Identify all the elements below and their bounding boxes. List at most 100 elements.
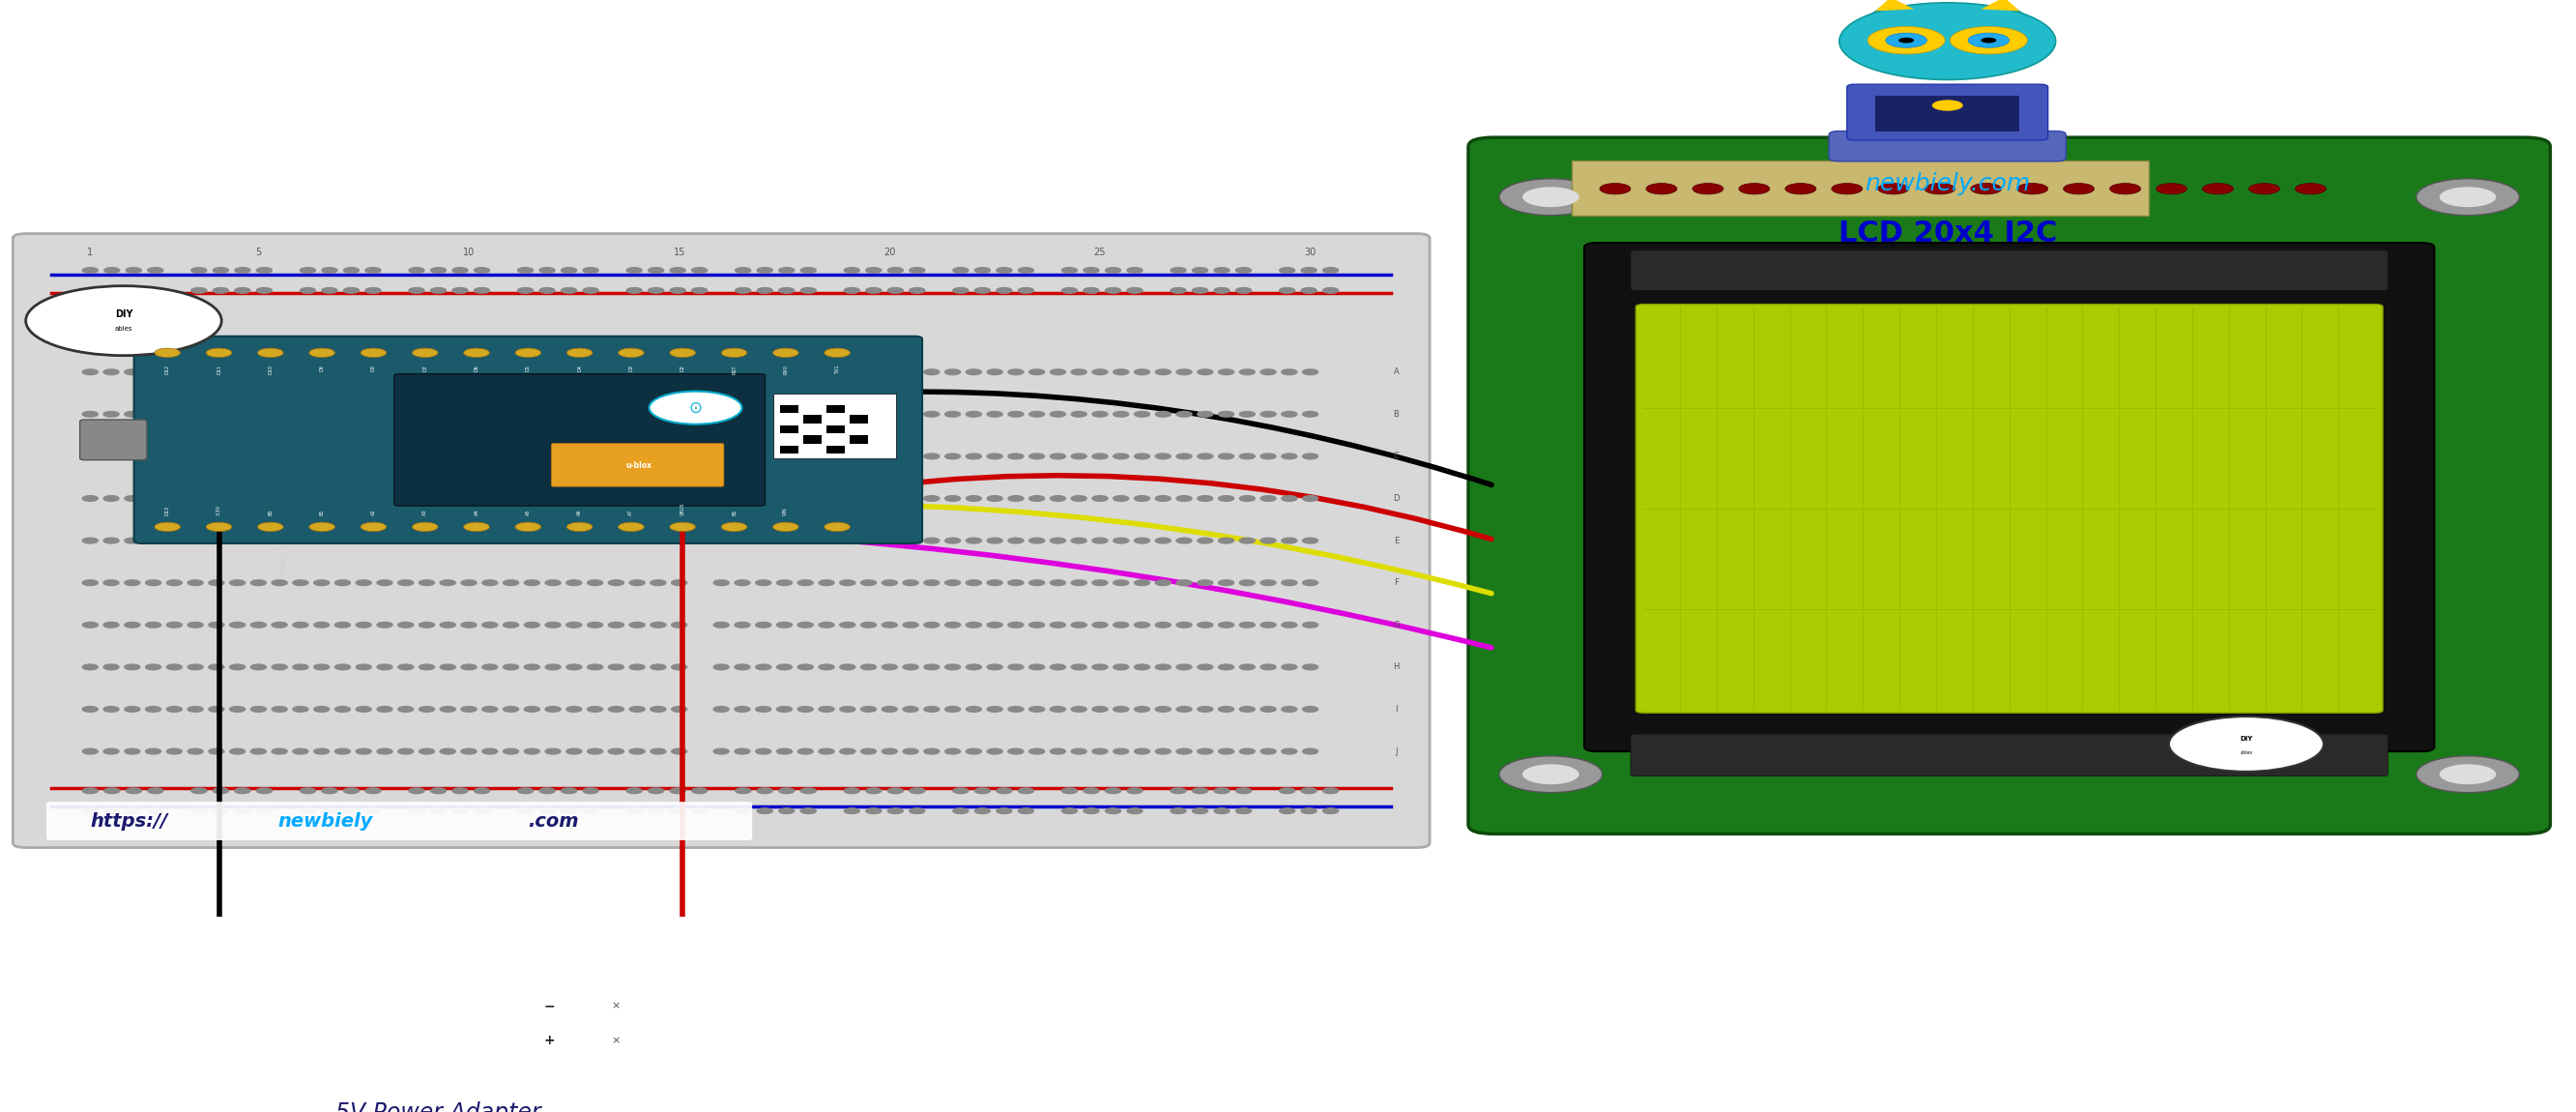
Circle shape bbox=[819, 748, 835, 754]
Circle shape bbox=[987, 748, 1002, 754]
Circle shape bbox=[587, 369, 603, 375]
Circle shape bbox=[299, 288, 314, 294]
Circle shape bbox=[1018, 288, 1033, 294]
Circle shape bbox=[1886, 33, 1927, 48]
Circle shape bbox=[124, 496, 139, 502]
Circle shape bbox=[587, 454, 603, 459]
Circle shape bbox=[799, 411, 814, 417]
Circle shape bbox=[376, 496, 392, 502]
Circle shape bbox=[608, 538, 623, 544]
Circle shape bbox=[2439, 187, 2496, 207]
Circle shape bbox=[343, 788, 358, 794]
Circle shape bbox=[1950, 27, 2027, 54]
Circle shape bbox=[270, 496, 286, 502]
Circle shape bbox=[355, 411, 371, 417]
Circle shape bbox=[649, 411, 665, 417]
Circle shape bbox=[1113, 496, 1128, 502]
Circle shape bbox=[778, 496, 793, 502]
Circle shape bbox=[860, 664, 876, 669]
Circle shape bbox=[229, 454, 245, 459]
Circle shape bbox=[1832, 183, 1862, 195]
Circle shape bbox=[335, 664, 350, 669]
Circle shape bbox=[502, 454, 518, 459]
Circle shape bbox=[188, 369, 204, 375]
Circle shape bbox=[440, 538, 456, 544]
Circle shape bbox=[144, 706, 162, 712]
Circle shape bbox=[167, 748, 183, 754]
Circle shape bbox=[1170, 808, 1185, 814]
Circle shape bbox=[778, 623, 793, 627]
Circle shape bbox=[672, 748, 688, 754]
FancyBboxPatch shape bbox=[160, 1004, 201, 1049]
Circle shape bbox=[410, 288, 425, 294]
Text: B1: B1 bbox=[732, 508, 737, 515]
Circle shape bbox=[355, 664, 371, 669]
Circle shape bbox=[546, 748, 562, 754]
Circle shape bbox=[335, 496, 350, 502]
Circle shape bbox=[1105, 288, 1121, 294]
Circle shape bbox=[335, 580, 350, 586]
Circle shape bbox=[502, 623, 518, 627]
Circle shape bbox=[567, 348, 592, 357]
Circle shape bbox=[234, 288, 250, 294]
Circle shape bbox=[755, 748, 770, 754]
Text: D5: D5 bbox=[526, 365, 531, 371]
Circle shape bbox=[608, 706, 623, 712]
Circle shape bbox=[430, 788, 446, 794]
Circle shape bbox=[608, 664, 623, 669]
Circle shape bbox=[474, 808, 489, 814]
Circle shape bbox=[824, 523, 850, 532]
Circle shape bbox=[1030, 623, 1046, 627]
Text: D4: D4 bbox=[577, 365, 582, 371]
Circle shape bbox=[672, 538, 688, 544]
Circle shape bbox=[1051, 496, 1066, 502]
Circle shape bbox=[902, 748, 920, 754]
Circle shape bbox=[693, 268, 708, 274]
Circle shape bbox=[546, 496, 562, 502]
Circle shape bbox=[757, 808, 773, 814]
Circle shape bbox=[587, 748, 603, 754]
Circle shape bbox=[2169, 716, 2324, 772]
Text: 5: 5 bbox=[255, 247, 263, 257]
Circle shape bbox=[845, 788, 860, 794]
Circle shape bbox=[376, 748, 392, 754]
Circle shape bbox=[144, 454, 162, 459]
Circle shape bbox=[103, 411, 118, 417]
Circle shape bbox=[1280, 288, 1296, 294]
Circle shape bbox=[778, 288, 793, 294]
Circle shape bbox=[734, 496, 750, 502]
Circle shape bbox=[1280, 268, 1296, 274]
Circle shape bbox=[629, 496, 644, 502]
Circle shape bbox=[167, 623, 183, 627]
Bar bbox=[827, 445, 845, 454]
Circle shape bbox=[1260, 664, 1275, 669]
Circle shape bbox=[144, 538, 162, 544]
Circle shape bbox=[124, 369, 139, 375]
Circle shape bbox=[1177, 496, 1193, 502]
Circle shape bbox=[909, 808, 925, 814]
Circle shape bbox=[799, 706, 814, 712]
Circle shape bbox=[322, 268, 337, 274]
Circle shape bbox=[860, 369, 876, 375]
Circle shape bbox=[538, 808, 554, 814]
Circle shape bbox=[461, 706, 477, 712]
Circle shape bbox=[649, 391, 742, 425]
Circle shape bbox=[1236, 788, 1252, 794]
Circle shape bbox=[860, 454, 876, 459]
Circle shape bbox=[945, 496, 961, 502]
Circle shape bbox=[1061, 288, 1077, 294]
Circle shape bbox=[987, 538, 1002, 544]
Circle shape bbox=[757, 268, 773, 274]
Circle shape bbox=[734, 788, 750, 794]
Circle shape bbox=[155, 523, 180, 532]
Circle shape bbox=[167, 454, 183, 459]
Circle shape bbox=[1839, 2, 2056, 80]
Circle shape bbox=[587, 623, 603, 627]
Circle shape bbox=[1007, 496, 1023, 502]
Circle shape bbox=[309, 523, 335, 532]
Circle shape bbox=[755, 454, 770, 459]
Circle shape bbox=[82, 411, 98, 417]
Circle shape bbox=[518, 788, 533, 794]
Circle shape bbox=[188, 411, 204, 417]
Circle shape bbox=[1324, 268, 1340, 274]
